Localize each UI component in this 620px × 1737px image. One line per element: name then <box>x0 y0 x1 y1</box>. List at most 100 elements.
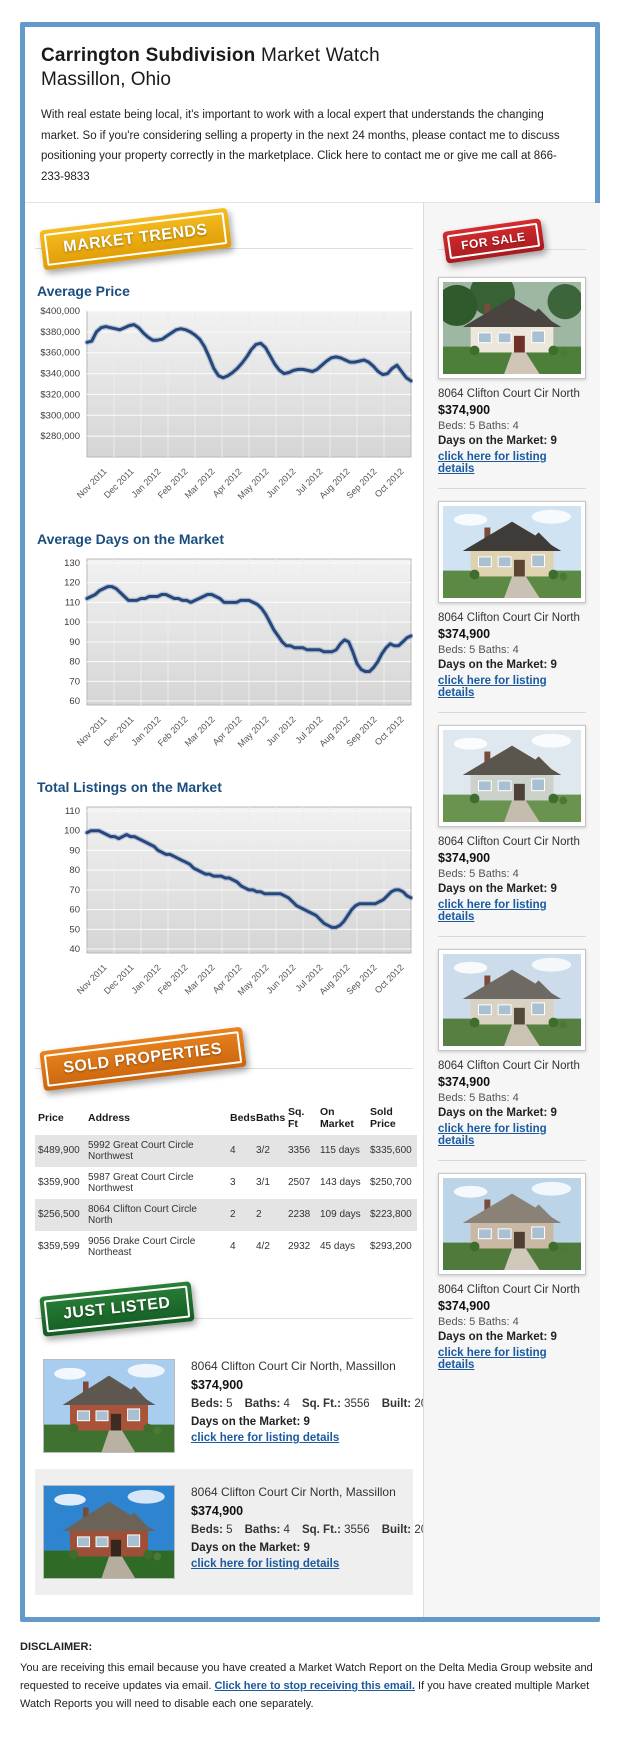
spec-value: 4 <box>283 1397 290 1410</box>
chart-average-days-on-the-market: Average Days on the Market 130 120 110 100 90… <box>35 531 413 761</box>
property-photo[interactable] <box>43 1358 175 1453</box>
svg-text:120: 120 <box>64 577 80 588</box>
table-column-header: Sold Price <box>370 1105 396 1130</box>
table-cell: $293,200 <box>370 1241 412 1253</box>
listing-details-link[interactable]: click here for listing details <box>438 1122 547 1147</box>
svg-text:50: 50 <box>69 924 80 935</box>
just-listed-banner-label: JUST LISTED <box>43 1285 191 1333</box>
property-photo[interactable] <box>438 1172 586 1275</box>
just-listed-text: 8064 Clifton Court Cir North, Massillon … <box>191 1485 452 1579</box>
listing-beds-baths: Beds: 5 Baths: 4 <box>438 1091 519 1104</box>
sold-properties-table: Price Address Beds Baths Sq. Ft On Market Sold… <box>35 1101 417 1263</box>
listing-spec: Baths: 4 <box>245 1398 290 1410</box>
svg-text:100: 100 <box>64 825 80 836</box>
property-photo[interactable] <box>438 276 586 379</box>
svg-text:130: 130 <box>64 558 80 569</box>
listing-spec: Sq. Ft.: 3556 <box>302 1524 370 1536</box>
sold-properties-banner: SOLD PROPERTIES <box>39 1026 247 1092</box>
table-row: $256,500 8064 Clifton Court Circle North 2… <box>35 1198 417 1231</box>
listing-details-link[interactable]: click here for listing details <box>438 1346 547 1371</box>
listing-details-link[interactable]: click here for listing details <box>438 898 547 923</box>
listing-address: 8064 Clifton Court Cir North <box>438 611 580 624</box>
svg-text:Mar 2012: Mar 2012 <box>183 466 217 500</box>
svg-text:90: 90 <box>69 637 80 648</box>
spec-label: Sq. Ft.: <box>301 1523 341 1536</box>
listing-days-on-market: Days on the Market: 9 <box>438 1330 557 1343</box>
svg-text:110: 110 <box>65 806 80 817</box>
table-column-header: Sq. Ft <box>288 1105 305 1130</box>
spec-label: Sq. Ft.: <box>301 1397 341 1410</box>
listing-address: 8064 Clifton Court Cir North <box>438 835 580 848</box>
table-cell: 5992 Great Court Circle Northwest <box>88 1139 194 1162</box>
page-title: Carrington Subdivision Market Watch <box>41 45 577 67</box>
spec-value: 3556 <box>344 1397 370 1410</box>
chart-total-listings-on-the-market: Total Listings on the Market 110 100 90 80 70… <box>35 779 413 1009</box>
table-row: $359,900 5987 Great Court Circle Northwes… <box>35 1167 417 1199</box>
listing-address: 8064 Clifton Court Cir North, Massillon <box>191 1484 396 1499</box>
spec-label: Baths: <box>244 1523 281 1536</box>
listing-address: 8064 Clifton Court Cir North <box>438 1283 580 1296</box>
listing-details-link[interactable]: click here for listing details <box>191 1431 340 1444</box>
header: Carrington Subdivision Market Watch Mass… <box>25 27 595 202</box>
listing-spec: Beds: 5 <box>191 1524 233 1536</box>
table-cell: 2 <box>256 1209 262 1221</box>
listing-price: $374,900 <box>438 626 491 641</box>
just-listed-item: 8064 Clifton Court Cir North, Massillon … <box>35 1343 440 1469</box>
table-cell: 3/2 <box>256 1145 270 1157</box>
svg-text:40: 40 <box>69 944 80 955</box>
svg-text:Mar 2012: Mar 2012 <box>183 714 217 748</box>
for-sale-banner: FOR SALE <box>442 218 545 264</box>
svg-text:Oct 2012: Oct 2012 <box>373 466 406 499</box>
just-listed-banner: JUST LISTED <box>39 1280 195 1337</box>
svg-text:Jun 2012: Jun 2012 <box>264 714 297 747</box>
table-column-header: Baths <box>256 1111 286 1124</box>
property-photo[interactable] <box>438 948 586 1051</box>
content-columns: MARKET TRENDS Average Price $400,000 $380,… <box>25 201 600 1617</box>
listing-address: 8064 Clifton Court Cir North <box>438 1059 580 1072</box>
table-cell: $335,600 <box>370 1145 412 1157</box>
table-row: $359,599 9056 Drake Court Circle Northeas… <box>35 1231 417 1263</box>
svg-text:90: 90 <box>69 845 80 856</box>
for-sale-listing: 8064 Clifton Court Cir North $374,900 Be… <box>438 500 586 713</box>
table-cell: 2 <box>230 1209 236 1221</box>
spec-label: Built: <box>381 1397 412 1410</box>
market-trends-banner: MARKET TRENDS <box>39 207 232 271</box>
spec-label: Built: <box>381 1523 412 1536</box>
property-photo[interactable] <box>438 500 586 603</box>
table-cell: $359,900 <box>38 1177 80 1189</box>
svg-text:110: 110 <box>65 597 80 608</box>
listing-details-link[interactable]: click here for listing details <box>438 674 547 699</box>
for-sale-row: FOR SALE <box>438 213 586 271</box>
newsletter-frame: Carrington Subdivision Market Watch Mass… <box>20 22 600 1622</box>
svg-text:$320,000: $320,000 <box>40 389 80 400</box>
table-cell: 5987 Great Court Circle Northwest <box>88 1171 194 1194</box>
for-sale-listing: 8064 Clifton Court Cir North $374,900 Be… <box>438 1172 586 1384</box>
svg-text:Mar 2012: Mar 2012 <box>183 962 217 996</box>
chart-plot: 130 120 110 100 90 80 70 60 Nov 2011 Dec 2011 Jan … <box>35 555 413 761</box>
listing-details-link[interactable]: click here for listing details <box>191 1557 340 1570</box>
table-cell: $256,500 <box>38 1209 80 1221</box>
disclaimer-heading: DISCLAIMER: <box>20 1640 93 1653</box>
svg-text:80: 80 <box>69 865 80 876</box>
table-cell: 3356 <box>288 1145 311 1157</box>
svg-text:Oct 2012: Oct 2012 <box>373 714 406 747</box>
unsubscribe-link[interactable]: Click here to stop receiving this email. <box>214 1680 415 1693</box>
listing-days-on-market: Days on the Market: 9 <box>438 658 557 671</box>
property-photo[interactable] <box>438 724 586 827</box>
svg-text:$400,000: $400,000 <box>40 307 80 317</box>
spec-value: 4 <box>283 1523 290 1536</box>
svg-text:$280,000: $280,000 <box>40 431 80 442</box>
table-cell: $223,800 <box>370 1209 412 1221</box>
property-photo[interactable] <box>43 1484 175 1579</box>
listing-details-link[interactable]: click here for listing details <box>438 450 547 475</box>
svg-text:$360,000: $360,000 <box>40 347 80 358</box>
spec-value: 5 <box>226 1523 233 1536</box>
listing-price: $374,900 <box>438 1074 491 1089</box>
table-cell: 45 days <box>320 1241 356 1253</box>
just-listed-item: 8064 Clifton Court Cir North, Massillon … <box>35 1468 440 1595</box>
table-cell: $359,599 <box>38 1241 80 1253</box>
table-cell: 3/1 <box>256 1177 270 1189</box>
spec-label: Beds: <box>191 1523 223 1536</box>
svg-text:Oct 2012: Oct 2012 <box>373 962 406 995</box>
